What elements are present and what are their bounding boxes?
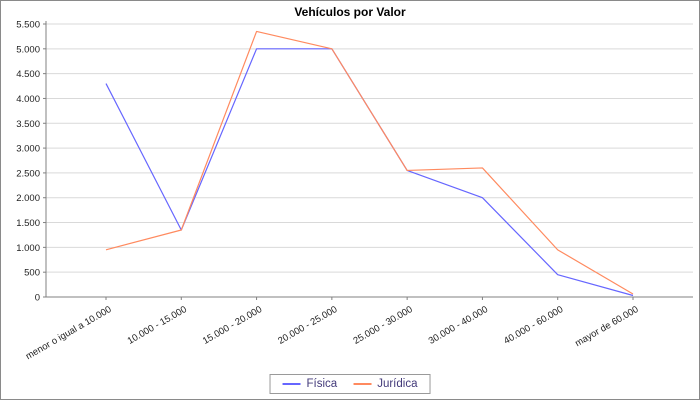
x-tick-label: menor o igual a 10.000 — [24, 304, 114, 362]
y-tick-label: 4.500 — [16, 69, 40, 80]
series-line-1 — [105, 30, 634, 295]
chart-legend: Física Jurídica — [269, 374, 431, 394]
legend-marker-1 — [353, 383, 372, 385]
x-tick-label: 40.000 - 60.000 — [502, 304, 565, 347]
legend-item-0: Física — [282, 378, 338, 390]
y-tick-label: 2.500 — [16, 168, 40, 179]
legend-label-1: Jurídica — [377, 378, 418, 390]
y-tick-label: 0 — [35, 293, 40, 304]
x-axis-labels: menor o igual a 10.000 10.000 - 15.000 15.… — [24, 297, 641, 362]
y-axis-labels: 0 500 1.000 1.500 2.000 2.500 3.000 3.500 4.000 4… — [16, 20, 46, 304]
y-tick-label: 1.500 — [16, 218, 40, 229]
y-tick-label: 4.000 — [16, 94, 40, 105]
series-line-0 — [105, 48, 634, 297]
x-tick-label: 15.000 - 20.000 — [201, 304, 264, 347]
x-tick-label: mayor de 60.000 — [573, 304, 640, 349]
gridlines — [46, 23, 693, 298]
x-tick-label: 30.000 - 40.000 — [427, 304, 490, 347]
y-tick-label: 2.000 — [16, 193, 40, 204]
y-tick-label: 500 — [24, 268, 40, 279]
y-tick-label: 5.500 — [16, 20, 40, 31]
x-tick-label: 25.000 - 30.000 — [351, 304, 414, 347]
legend-label-0: Física — [306, 378, 338, 390]
y-tick-label: 3.500 — [16, 119, 40, 130]
x-tick-label: 10.000 - 15.000 — [126, 304, 189, 347]
y-tick-label: 5.000 — [16, 44, 40, 55]
chart-title: Vehículos por Valor — [294, 5, 406, 19]
legend-marker-0 — [282, 383, 301, 385]
y-tick-label: 3.000 — [16, 144, 40, 155]
y-tick-label: 1.000 — [16, 243, 40, 254]
x-tick-label: 20.000 - 25.000 — [276, 304, 339, 347]
legend-item-1: Jurídica — [353, 378, 417, 390]
axes — [45, 21, 693, 298]
